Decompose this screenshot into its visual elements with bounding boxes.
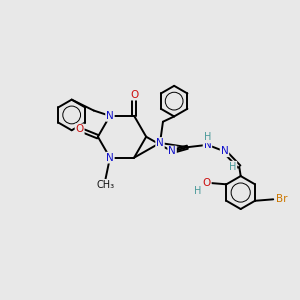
Text: O: O	[130, 90, 138, 100]
Text: O: O	[202, 178, 211, 188]
Text: N: N	[106, 111, 114, 121]
Text: N: N	[106, 153, 114, 163]
Text: CH₃: CH₃	[97, 180, 115, 190]
Text: N: N	[203, 140, 211, 150]
Text: N: N	[168, 146, 176, 157]
Text: Br: Br	[276, 194, 288, 204]
Text: O: O	[76, 124, 84, 134]
Text: H: H	[229, 162, 236, 172]
Text: H: H	[204, 133, 212, 142]
Text: N: N	[156, 138, 164, 148]
Text: N: N	[220, 146, 228, 156]
Text: H: H	[194, 186, 202, 196]
